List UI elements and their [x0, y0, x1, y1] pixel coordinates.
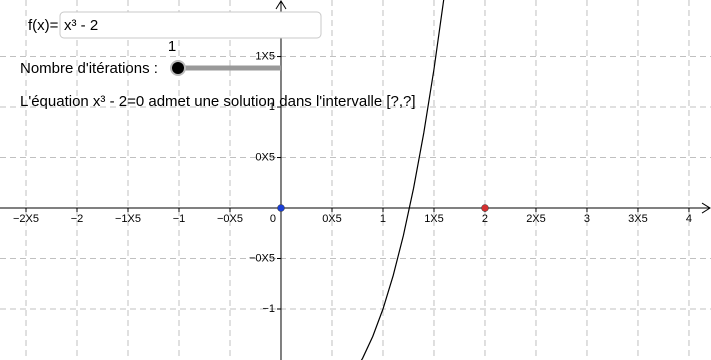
y-tick-label: −0X5: [249, 252, 275, 264]
y-arrow: [275, 0, 287, 10]
x-tick-label: 0X5: [322, 213, 342, 225]
x-tick-label: 1X5: [424, 213, 444, 225]
y-tick-label: 1: [269, 101, 275, 113]
point: [277, 204, 285, 212]
y-tick-label: 0X5: [255, 151, 275, 163]
ui: f(x)= x³ - 2 Nombre d'itérations : 1 L'é…: [20, 11, 416, 110]
input-value[interactable]: x³ - 2: [64, 17, 98, 34]
x-tick-label: −1X5: [115, 213, 141, 225]
function-curve: [360, 0, 445, 360]
y-tick-label: −1: [262, 303, 275, 315]
slider-knob[interactable]: [172, 62, 184, 74]
x-tick-label: −2: [71, 213, 84, 225]
slider-label: Nombre d'itérations :: [20, 60, 158, 77]
x-tick-label: 2X5: [526, 213, 546, 225]
x-tick-label: −0X5: [217, 213, 243, 225]
x-tick-label: 3: [584, 213, 590, 225]
equation-text: L'équation x³ - 2=0 admet une solution d…: [20, 93, 416, 110]
plot: [277, 0, 489, 360]
x-arrow: [701, 202, 711, 214]
point: [481, 204, 489, 212]
slider-value: 1: [168, 38, 176, 55]
x-tick-label: 4: [686, 213, 692, 225]
x-tick-label: 2: [482, 213, 488, 225]
input-box[interactable]: [59, 11, 322, 39]
x-tick-label: −2X5: [13, 213, 39, 225]
x-tick-label: 3X5: [628, 213, 648, 225]
input-label: f(x)=: [28, 17, 59, 34]
x-tick-label: −1: [173, 213, 186, 225]
x-tick-label: 0: [270, 213, 276, 225]
y-tick-label: 1X5: [255, 50, 275, 62]
x-tick-label: 1: [380, 213, 386, 225]
